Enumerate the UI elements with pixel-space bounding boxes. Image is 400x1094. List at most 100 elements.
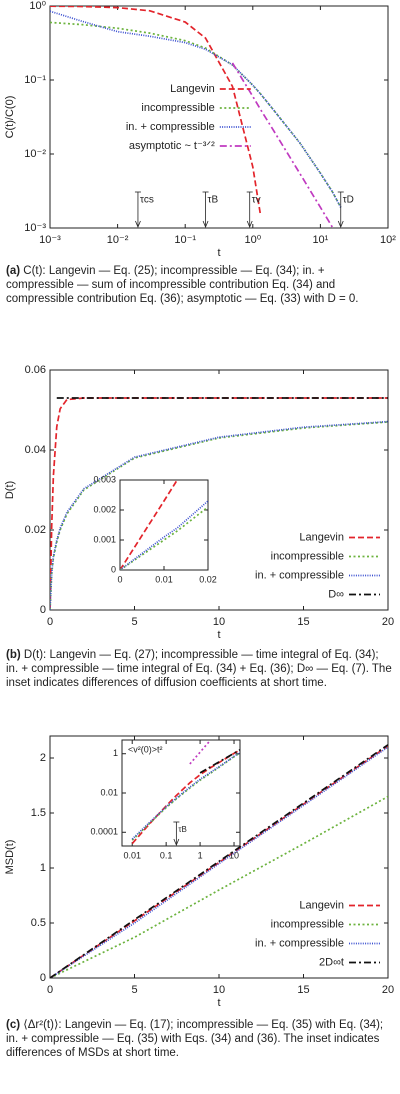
x-tick-label: 0.1 bbox=[160, 850, 173, 860]
y-tick-label: 0 bbox=[40, 972, 46, 984]
annotation: τB bbox=[208, 195, 219, 206]
arrow-head bbox=[135, 220, 141, 229]
y-axis-label: MSD(t) bbox=[4, 840, 16, 875]
series-line bbox=[50, 420, 388, 610]
caption: (b) D(t): Langevin — Eq. (27); incompres… bbox=[6, 648, 392, 690]
legend-label: incompressible bbox=[271, 550, 344, 562]
series-line bbox=[231, 62, 334, 228]
x-axis-label: t bbox=[217, 997, 220, 1009]
legend-label: in. + compressible bbox=[255, 937, 344, 949]
series-line bbox=[50, 10, 342, 208]
y-tick-label: 0.5 bbox=[31, 917, 46, 929]
series-line bbox=[131, 751, 240, 840]
x-tick-label: 20 bbox=[382, 616, 394, 628]
x-tick-label: 10⁻³ bbox=[39, 234, 61, 246]
annotation: <v²(0)>t² bbox=[128, 744, 163, 754]
legend-label: Langevin bbox=[170, 83, 215, 95]
x-axis-label: t bbox=[217, 247, 220, 258]
legend-label: 2D∞t bbox=[319, 956, 344, 968]
series-line bbox=[50, 745, 388, 978]
x-tick-label: 10⁰ bbox=[244, 234, 261, 246]
x-tick-label: 15 bbox=[297, 984, 309, 996]
legend-label: incompressible bbox=[141, 102, 214, 114]
series-line bbox=[50, 21, 342, 208]
y-tick-label: 10⁻³ bbox=[24, 222, 46, 234]
legend-label: Langevin bbox=[299, 531, 344, 543]
y-tick-label: 0 bbox=[40, 604, 46, 616]
x-tick-label: 20 bbox=[382, 984, 394, 996]
x-tick-label: 0.01 bbox=[123, 850, 141, 860]
legend-label: incompressible bbox=[271, 918, 344, 930]
legend-label: in. + compressible bbox=[255, 569, 344, 581]
x-tick-label: 0.01 bbox=[155, 574, 173, 584]
x-tick-label: 5 bbox=[131, 984, 137, 996]
caption-label: (a) bbox=[6, 265, 21, 277]
plot-frame bbox=[119, 479, 209, 571]
series-line bbox=[50, 795, 388, 978]
x-tick-label: 10 bbox=[229, 850, 239, 860]
y-tick-label: 0.003 bbox=[93, 474, 116, 484]
series-line bbox=[50, 744, 388, 978]
y-tick-label: 1 bbox=[40, 862, 46, 874]
series-line bbox=[199, 749, 240, 774]
x-tick-label: 10² bbox=[380, 234, 396, 246]
x-tick-label: 0 bbox=[47, 984, 53, 996]
chart: 10⁻³ 10⁻² 10⁻¹ 10⁰ 10⁻³ 10⁻² 10⁻¹ 10⁰ 10¹ 10² t C(t… bbox=[4, 0, 396, 258]
chart: 0 0.02 0.04 0.06 0 5 10 15 20 t D(t) Langevin incomp… bbox=[4, 364, 394, 641]
x-tick-label: 10 bbox=[213, 984, 225, 996]
y-tick-label: 0.06 bbox=[25, 364, 46, 376]
caption-label: (b) bbox=[6, 649, 21, 661]
y-axis-label: D(t) bbox=[4, 481, 16, 499]
y-tick-label: 10⁻² bbox=[24, 148, 46, 160]
series-line bbox=[50, 746, 388, 978]
arrow-head bbox=[173, 838, 180, 847]
x-tick-label: 15 bbox=[297, 616, 309, 628]
series-line bbox=[120, 480, 178, 570]
y-tick-label: 1.5 bbox=[31, 807, 46, 819]
annotation: τD bbox=[343, 195, 354, 206]
plot-frame bbox=[49, 5, 389, 229]
plot-frame bbox=[121, 739, 241, 847]
annotation: τcs bbox=[140, 195, 154, 206]
arrow-head bbox=[202, 220, 209, 229]
caption-text: ⟨Δr²(t)⟩: Langevin — Eq. (17); incompres… bbox=[6, 1019, 384, 1059]
arrow-head bbox=[337, 220, 344, 229]
x-tick-label: 10⁻² bbox=[107, 234, 129, 246]
y-tick-label: 0 bbox=[111, 564, 116, 574]
chart: 00.511.520 5 10 15 20tMSD(t)Langevinincompre… bbox=[4, 735, 394, 1009]
x-tick-label: 0 bbox=[117, 574, 122, 584]
plot-frame bbox=[49, 369, 389, 611]
caption-label: (c) bbox=[6, 1019, 21, 1031]
x-tick-label: 10⁻¹ bbox=[174, 234, 196, 246]
annotation: τv bbox=[252, 195, 261, 206]
x-tick-label: 0.02 bbox=[199, 574, 217, 584]
annotation: τB bbox=[178, 825, 187, 834]
x-tick-label: 0 bbox=[47, 616, 53, 628]
y-tick-label: 0.0001 bbox=[90, 827, 118, 837]
legend-label: asymptotic ~ t⁻³ᐟ² bbox=[129, 140, 215, 152]
y-tick-label: 0.01 bbox=[100, 787, 118, 797]
y-tick-label: 0.002 bbox=[93, 504, 116, 514]
x-axis-label: t bbox=[217, 629, 220, 641]
arrow-head bbox=[246, 220, 253, 229]
y-tick-label: 0.04 bbox=[25, 444, 46, 456]
y-tick-label: 10⁻¹ bbox=[24, 74, 46, 86]
x-tick-label: 10 bbox=[213, 616, 225, 628]
series-line bbox=[189, 740, 211, 765]
legend-label: Langevin bbox=[299, 899, 344, 911]
caption: (c) ⟨Δr²(t)⟩: Langevin — Eq. (17); incom… bbox=[6, 1018, 392, 1060]
legend-label: D∞ bbox=[328, 588, 344, 600]
legend-label: in. + compressible bbox=[126, 121, 215, 133]
y-tick-label: 2 bbox=[40, 752, 46, 764]
y-tick-label: 0.02 bbox=[25, 524, 46, 536]
y-tick-label: 10⁰ bbox=[29, 0, 46, 12]
x-tick-label: 10¹ bbox=[312, 234, 328, 246]
y-axis-label: C(t)/C(0) bbox=[4, 96, 16, 139]
caption: (a) C(t): Langevin — Eq. (25); incompres… bbox=[6, 264, 392, 306]
caption-text: D(t): Langevin — Eq. (27); incompressibl… bbox=[6, 649, 392, 689]
x-tick-label: 5 bbox=[131, 616, 137, 628]
y-tick-label: 1 bbox=[113, 748, 118, 758]
series-line bbox=[50, 6, 262, 216]
caption-text: C(t): Langevin — Eq. (25); incompressibl… bbox=[6, 265, 359, 305]
